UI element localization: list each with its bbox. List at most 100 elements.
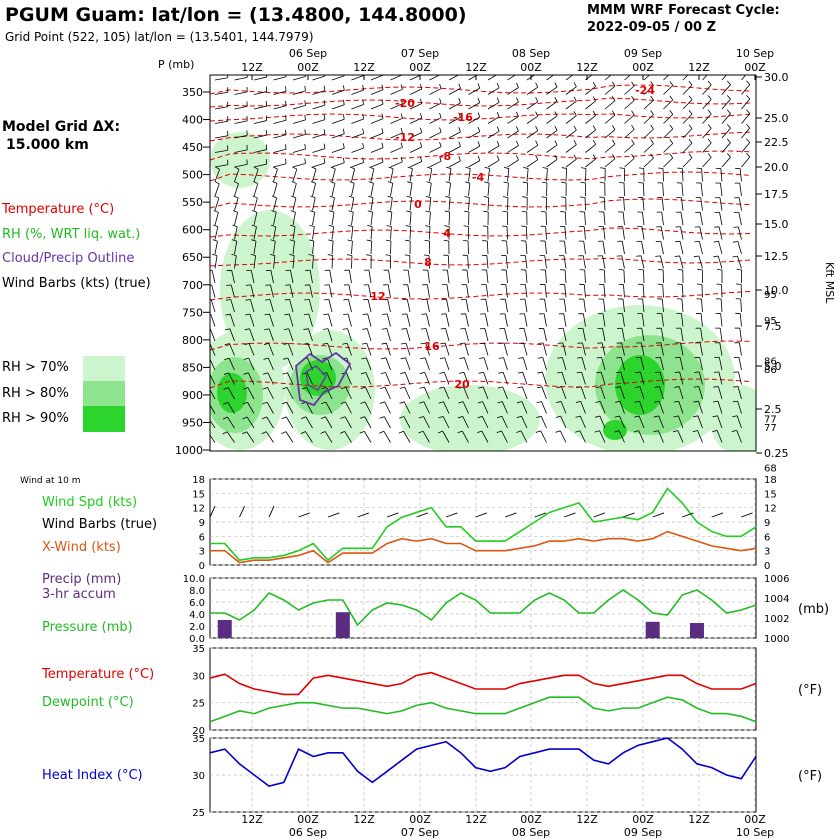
wind-barb — [542, 167, 548, 182]
wind-barb-staff — [546, 115, 558, 124]
wind-barb-staff — [447, 270, 450, 284]
wind-barb-flag — [555, 415, 561, 418]
wind-barb-staff — [663, 114, 674, 124]
wind-barb-staff — [680, 226, 684, 240]
wind-barb — [363, 298, 372, 313]
wind-barb — [635, 356, 645, 371]
wind-barb-staff — [253, 134, 267, 139]
sfc-wind-barb — [416, 512, 429, 518]
wind-barb — [463, 240, 469, 255]
wind-barb-flag — [380, 357, 387, 360]
y2-tick: 86 — [764, 365, 777, 376]
wind-barb — [390, 75, 403, 81]
wind-barb-staff — [463, 386, 469, 400]
wind-barb-flag — [405, 239, 411, 242]
wind-barb-flag — [437, 430, 443, 434]
wind-barb-staff — [306, 387, 313, 400]
wind-barb-staff — [526, 86, 539, 95]
wind-barb-staff — [485, 299, 489, 313]
wind-barb-flag — [224, 328, 231, 331]
wind-barb — [210, 343, 216, 356]
wind-barb — [426, 181, 432, 197]
wind-barb — [692, 415, 703, 429]
wind-barb-flag — [245, 284, 251, 286]
wind-barb — [481, 269, 489, 284]
wind-barb-flag — [575, 415, 581, 418]
cloud-outline — [295, 351, 352, 407]
wind-barb-staff — [370, 89, 384, 95]
wind-barb-flag — [516, 140, 519, 146]
wind-barb-staff — [468, 116, 481, 124]
wind-barb-staff — [507, 130, 519, 139]
wind-barb-staff — [563, 313, 567, 327]
wind-barb-staff — [230, 299, 235, 313]
wind-barb-flag — [633, 430, 639, 433]
wind-barb-staff — [680, 328, 684, 342]
wind-barb-staff — [287, 372, 294, 385]
wind-barb — [244, 313, 255, 327]
wind-barb — [526, 140, 539, 153]
wind-barb-staff — [367, 313, 372, 327]
wind-barb-staff — [641, 241, 645, 255]
wind-barb — [721, 95, 731, 110]
wind-barb-flag — [399, 401, 405, 404]
wind-barb-staff — [429, 146, 442, 153]
wind-barb — [692, 430, 703, 443]
wind-barb-staff — [331, 75, 345, 81]
wind-barb — [655, 255, 664, 269]
wind-barb — [546, 154, 558, 168]
wind-barb — [441, 298, 450, 313]
wind-barb-flag — [669, 95, 674, 101]
sfc-wind-barb — [357, 512, 369, 518]
wind-barb-staff — [563, 299, 567, 313]
wind-barb-flag — [292, 166, 297, 170]
legend-rh: RH (%, WRT liq. wat.) — [2, 227, 141, 242]
wind-barb — [657, 196, 664, 211]
wind-barb-staff — [268, 343, 274, 356]
wind-barb-staff — [702, 99, 712, 110]
wind-barb — [716, 268, 723, 283]
wind-barb-staff — [214, 164, 228, 168]
wind-barb — [617, 240, 625, 255]
wind-barb — [419, 401, 430, 414]
wind-barb-flag — [616, 357, 622, 359]
wind-barb — [231, 253, 237, 269]
wind-barb — [253, 130, 268, 139]
wind-barb — [614, 430, 625, 443]
wind-barb — [619, 182, 625, 197]
wind-barb — [596, 371, 606, 385]
wind-barb-staff — [234, 135, 248, 139]
wind-barb-flag — [650, 153, 654, 159]
wind-barb-staff — [585, 129, 596, 139]
wind-barb-staff — [678, 401, 684, 414]
wind-barb-staff — [661, 212, 664, 226]
wind-barb-staff — [268, 328, 274, 342]
wind-barb — [682, 80, 693, 95]
wind-barb — [243, 357, 255, 371]
wind-barb-staff — [541, 386, 547, 400]
wind-barb — [340, 416, 352, 429]
wind-barb — [445, 196, 451, 211]
wind-barb-staff — [292, 241, 295, 255]
y2-tick: 9 — [764, 518, 770, 529]
wind-barb-staff — [468, 87, 481, 95]
y2-axis-label: (°F) — [798, 683, 822, 698]
wind-barb — [370, 84, 384, 95]
wind-barb — [596, 357, 606, 371]
wind-barb-staff — [426, 313, 430, 327]
wind-barb-staff — [447, 255, 450, 269]
wind-barb — [656, 313, 664, 327]
wind-barb-staff — [507, 183, 509, 197]
date-tick-bottom: 07 Sep — [401, 826, 439, 839]
sfc-wind-barb — [711, 512, 724, 518]
wind-barb-staff — [253, 169, 259, 182]
wind-barb-staff — [603, 284, 606, 298]
wind-barb — [526, 111, 539, 124]
wind-barb — [507, 75, 517, 81]
wind-barb-staff — [526, 115, 539, 124]
wind-barb-flag — [713, 386, 719, 388]
wind-barb-staff — [292, 212, 296, 226]
wind-barb — [559, 283, 567, 298]
wind-barb-staff — [525, 255, 528, 269]
wind-barb — [459, 342, 469, 356]
